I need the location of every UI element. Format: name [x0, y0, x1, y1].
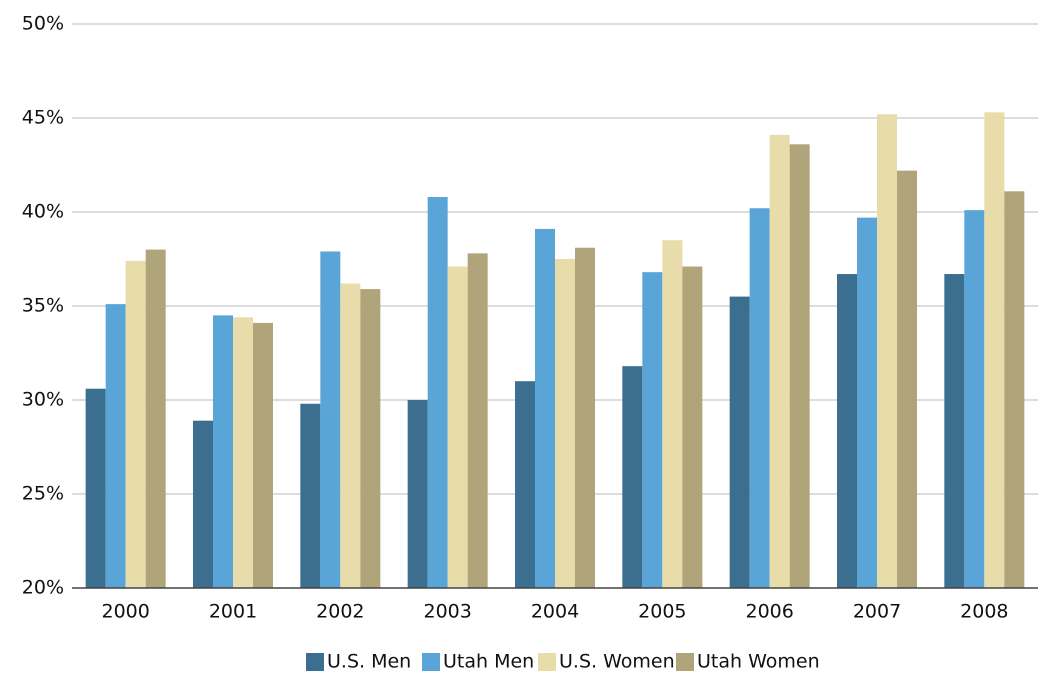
bar: [769, 134, 790, 589]
x-tick-label: 2002: [316, 601, 364, 623]
legend-label: U.S. Women: [559, 651, 675, 673]
bar: [575, 247, 595, 588]
bar: [662, 240, 683, 588]
x-tick-label: 2003: [423, 601, 471, 623]
y-tick-label: 20%: [22, 577, 64, 599]
bar: [944, 274, 965, 588]
bar: [320, 251, 341, 589]
legend-swatch: [306, 653, 324, 671]
y-tick-label: 50%: [22, 13, 64, 35]
bar: [427, 196, 448, 588]
bar: [622, 366, 643, 588]
legend-label: Utah Women: [697, 651, 820, 673]
bar: [877, 114, 897, 589]
bar: [535, 228, 555, 589]
bar: [515, 381, 535, 588]
y-tick-label: 40%: [22, 201, 64, 223]
bar: [360, 289, 381, 588]
bar: [300, 403, 321, 588]
bar: [233, 317, 253, 588]
x-tick-label: 2008: [960, 601, 1008, 623]
bar: [749, 208, 770, 589]
bar: [193, 420, 213, 588]
bar: [729, 296, 750, 588]
x-tick-label: 2000: [101, 601, 149, 623]
bar: [213, 315, 233, 588]
x-tick-label: 2004: [531, 601, 579, 623]
legend-swatch: [422, 653, 440, 671]
bar: [145, 249, 166, 588]
bar: [789, 144, 810, 588]
x-tick-label: 2001: [209, 601, 257, 623]
legend-swatch: [676, 653, 694, 671]
bar: [964, 210, 985, 588]
y-tick-label: 25%: [22, 483, 64, 505]
y-tick-label: 45%: [22, 107, 64, 129]
y-tick-label: 35%: [22, 295, 64, 317]
x-tick-label: 2006: [745, 601, 793, 623]
legend-swatch: [538, 653, 556, 671]
bar: [642, 272, 663, 588]
bar: [125, 260, 146, 588]
legend-label: U.S. Men: [327, 651, 411, 673]
bar: [1004, 191, 1025, 588]
bar: [682, 266, 703, 588]
legend-label: Utah Men: [443, 651, 534, 673]
bar: [555, 259, 575, 588]
bar: [253, 322, 273, 588]
bar: [837, 274, 857, 588]
bar: [467, 253, 488, 589]
bar: [105, 304, 126, 588]
bar: [407, 400, 428, 588]
bar: [447, 266, 468, 588]
bar: [340, 283, 361, 588]
x-tick-label: 2007: [853, 601, 901, 623]
bar: [857, 217, 877, 588]
bar: [85, 388, 106, 588]
bar: [984, 112, 1005, 589]
bar: [897, 170, 917, 588]
x-tick-label: 2005: [638, 601, 686, 623]
y-tick-label: 30%: [22, 389, 64, 411]
